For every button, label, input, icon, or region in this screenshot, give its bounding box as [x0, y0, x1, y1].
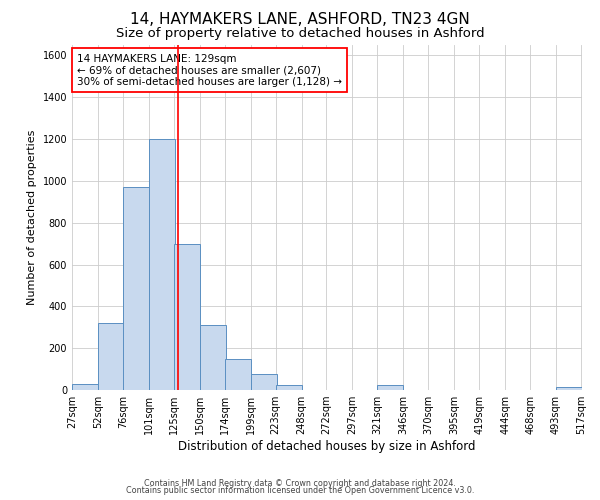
- Bar: [174, 244, 200, 390]
- Bar: [72, 384, 98, 390]
- Bar: [123, 187, 149, 390]
- Bar: [98, 323, 124, 390]
- Text: Contains HM Land Registry data © Crown copyright and database right 2024.: Contains HM Land Registry data © Crown c…: [144, 478, 456, 488]
- Bar: [251, 374, 277, 390]
- X-axis label: Distribution of detached houses by size in Ashford: Distribution of detached houses by size …: [178, 440, 476, 453]
- Bar: [149, 139, 175, 390]
- Text: 14 HAYMAKERS LANE: 129sqm
← 69% of detached houses are smaller (2,607)
30% of se: 14 HAYMAKERS LANE: 129sqm ← 69% of detac…: [77, 54, 342, 87]
- Bar: [224, 358, 251, 390]
- Bar: [377, 385, 403, 390]
- Text: 14, HAYMAKERS LANE, ASHFORD, TN23 4GN: 14, HAYMAKERS LANE, ASHFORD, TN23 4GN: [130, 12, 470, 28]
- Bar: [275, 385, 302, 390]
- Bar: [556, 387, 582, 390]
- Bar: [200, 325, 226, 390]
- Text: Contains public sector information licensed under the Open Government Licence v3: Contains public sector information licen…: [126, 486, 474, 495]
- Text: Size of property relative to detached houses in Ashford: Size of property relative to detached ho…: [116, 28, 484, 40]
- Y-axis label: Number of detached properties: Number of detached properties: [27, 130, 37, 305]
